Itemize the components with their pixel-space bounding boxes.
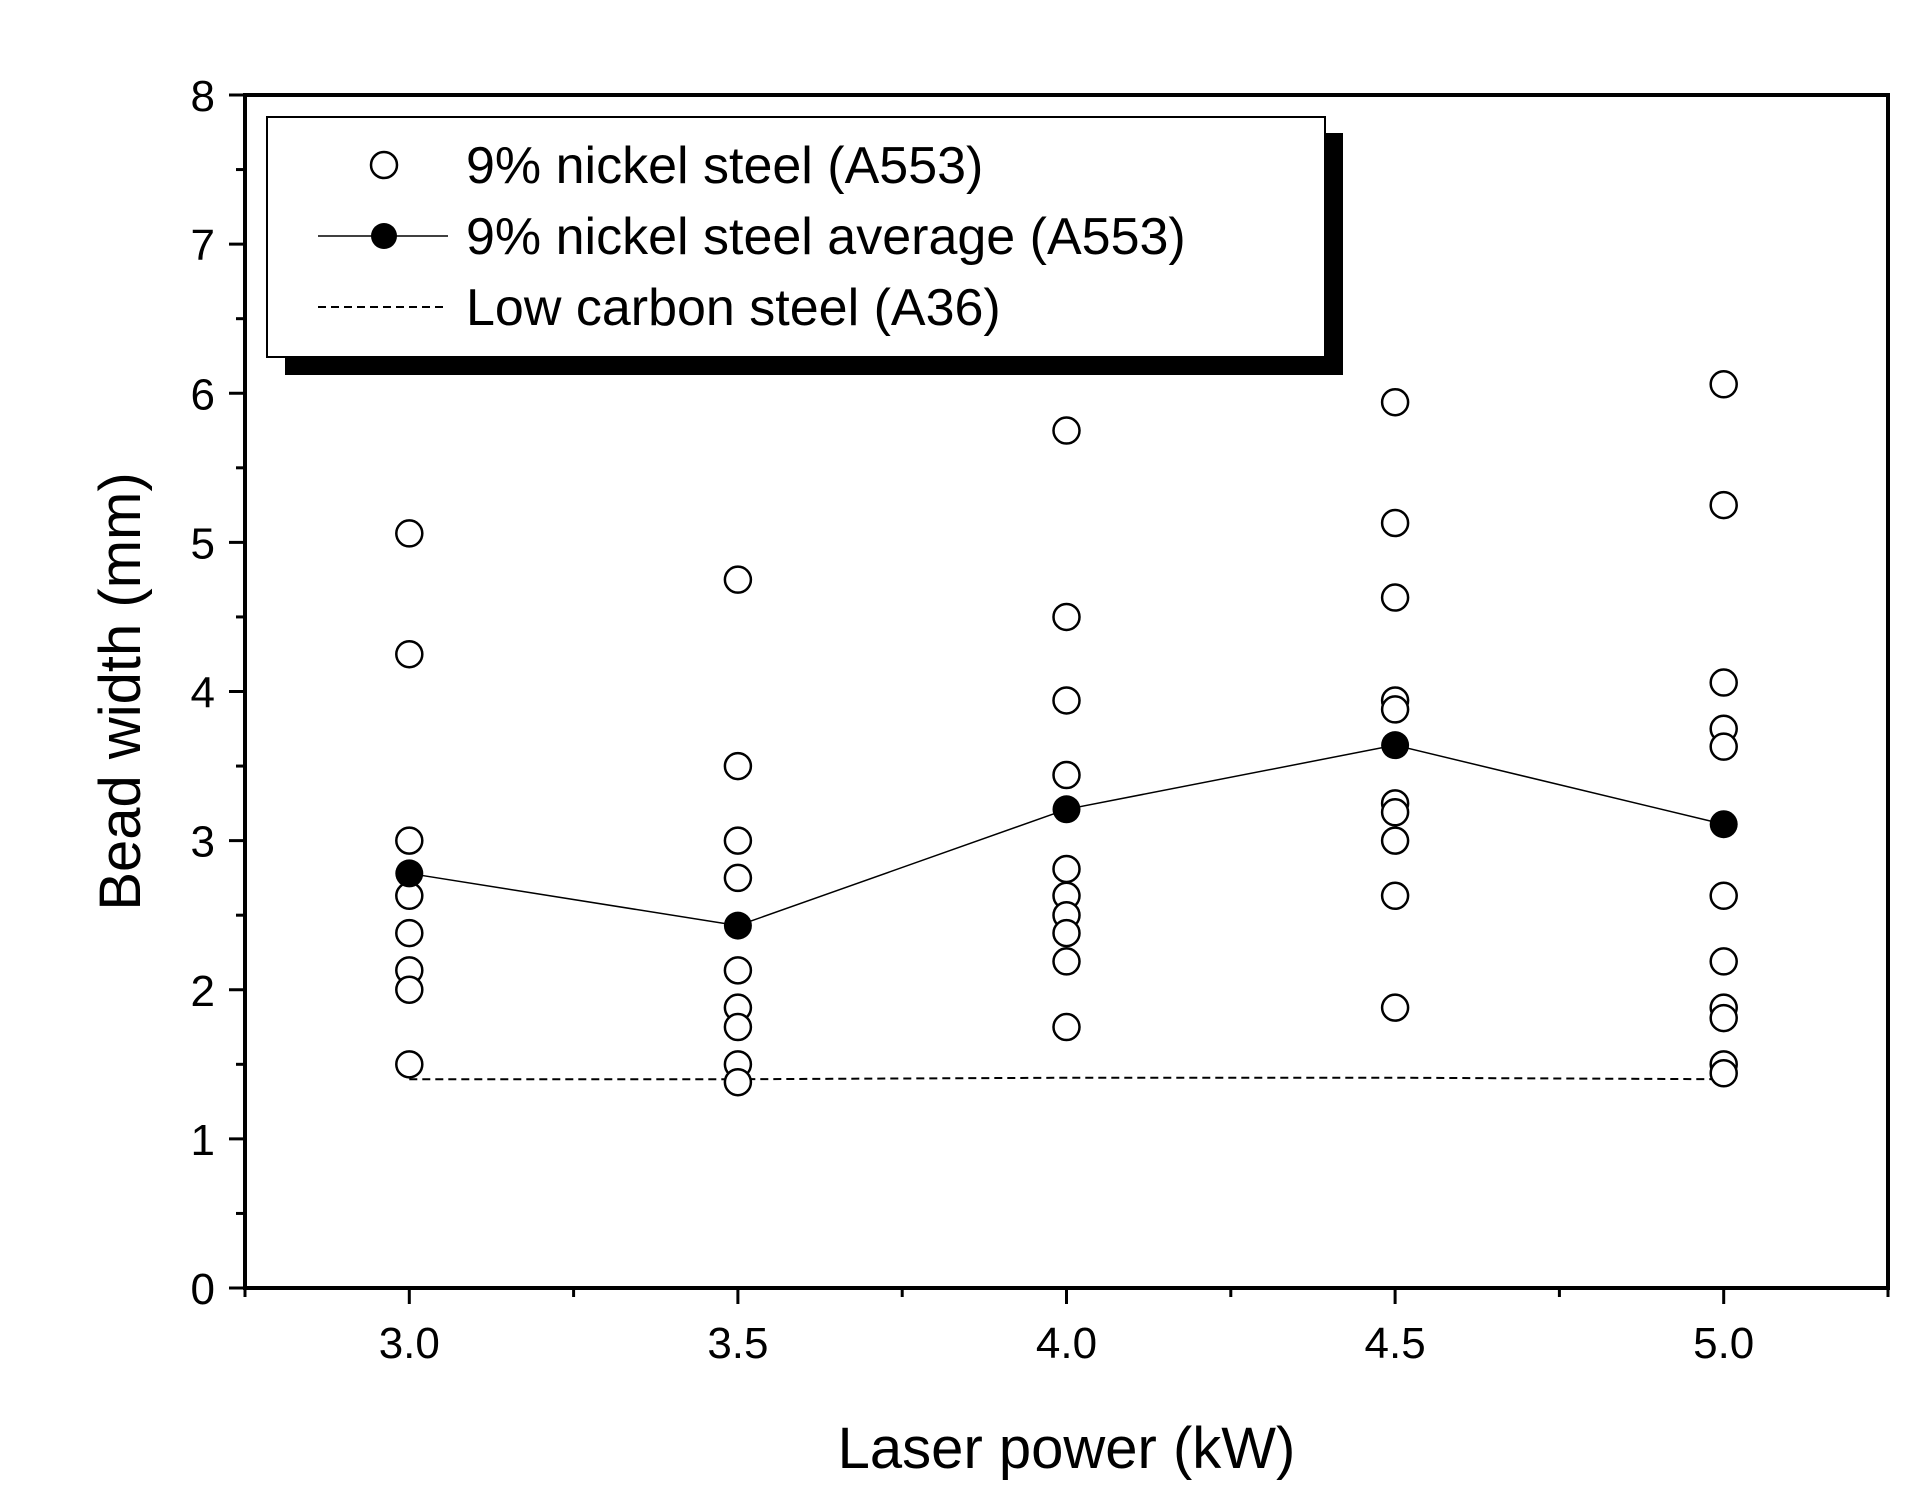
y-tick-label: 8: [191, 72, 215, 121]
data-point-nickel-steel: [395, 519, 424, 548]
data-point-nickel-steel: [1052, 918, 1081, 948]
data-point-nickel-steel: [1709, 732, 1738, 761]
data-point-nickel-steel: [723, 826, 753, 855]
y-tick-label: 6: [191, 370, 215, 419]
data-point-average: [723, 911, 752, 940]
legend-label-nickel-average: 9% nickel steel average (A553): [466, 208, 1186, 266]
data-point-nickel-steel: [1709, 947, 1738, 976]
legend-box: [266, 116, 1326, 358]
data-point-average: [395, 859, 424, 888]
y-axis-title: Bead width (mm): [88, 472, 153, 910]
data-point-nickel-steel: [723, 1067, 753, 1097]
data-point-nickel-steel: [1380, 993, 1410, 1022]
data-point-nickel-steel: [723, 751, 753, 781]
data-point-nickel-steel: [1380, 583, 1410, 612]
data-point-nickel-steel: [1052, 686, 1081, 715]
data-point-nickel-steel: [1052, 602, 1081, 632]
x-tick-label: 4.0: [1036, 1319, 1097, 1368]
data-point-average: [1381, 731, 1410, 760]
legend: 9% nickel steel (A553) 9% nickel steel a…: [266, 116, 1343, 375]
legend-marker-filled-circle: [371, 223, 397, 249]
x-tick-label: 5.0: [1693, 1319, 1754, 1368]
data-point-nickel-steel: [395, 975, 424, 1004]
data-point-nickel-steel: [1709, 668, 1738, 697]
x-axis-title: Laser power (kW): [838, 1416, 1296, 1481]
data-point-nickel-steel: [723, 956, 753, 985]
data-point-nickel-steel: [1709, 1059, 1738, 1088]
y-tick-label: 1: [191, 1116, 215, 1165]
data-point-nickel-steel: [1380, 881, 1410, 911]
x-tick-label: 3.5: [707, 1319, 768, 1368]
data-point-nickel-steel: [1052, 1012, 1081, 1042]
data-point-nickel-steel: [1052, 416, 1081, 445]
data-point-nickel-steel: [1709, 881, 1738, 911]
low-carbon-line: [409, 1076, 1724, 1081]
legend-marker-open-circle: [369, 150, 399, 180]
data-point-nickel-steel: [723, 565, 753, 594]
y-tick-label: 0: [191, 1265, 215, 1314]
data-point-nickel-steel: [723, 863, 753, 893]
data-point-nickel-steel: [723, 1012, 753, 1042]
data-point-nickel-steel: [395, 826, 424, 855]
data-point-average: [1709, 810, 1738, 839]
data-point-nickel-steel: [395, 918, 424, 948]
data-point-nickel-steel: [1380, 798, 1410, 827]
y-tick-label: 7: [191, 221, 215, 270]
data-point-nickel-steel: [1709, 370, 1738, 399]
data-point-nickel-steel: [395, 1050, 424, 1079]
data-point-nickel-steel: [1380, 387, 1410, 417]
legend-label-nickel-steel: 9% nickel steel (A553): [466, 137, 983, 195]
data-point-nickel-steel: [1052, 947, 1081, 976]
data-point-nickel-steel: [1380, 695, 1410, 724]
y-tick-label: 5: [191, 519, 215, 568]
data-point-nickel-steel: [1052, 760, 1081, 790]
x-tick-label: 3.0: [379, 1319, 440, 1368]
data-point-nickel-steel: [395, 639, 424, 669]
data-point-nickel-steel: [1052, 854, 1081, 884]
data-point-nickel-steel: [1380, 508, 1410, 538]
data-point-average: [1052, 795, 1081, 824]
legend-label-low-carbon: Low carbon steel (A36): [466, 279, 1001, 337]
y-tick-label: 4: [191, 669, 215, 718]
data-point-nickel-steel: [1709, 1003, 1738, 1033]
data-point-nickel-steel: [1709, 490, 1738, 520]
y-tick-label: 2: [191, 967, 215, 1016]
x-tick-label: 4.5: [1365, 1319, 1426, 1368]
data-point-nickel-steel: [1380, 826, 1410, 855]
y-tick-label: 3: [191, 818, 215, 867]
